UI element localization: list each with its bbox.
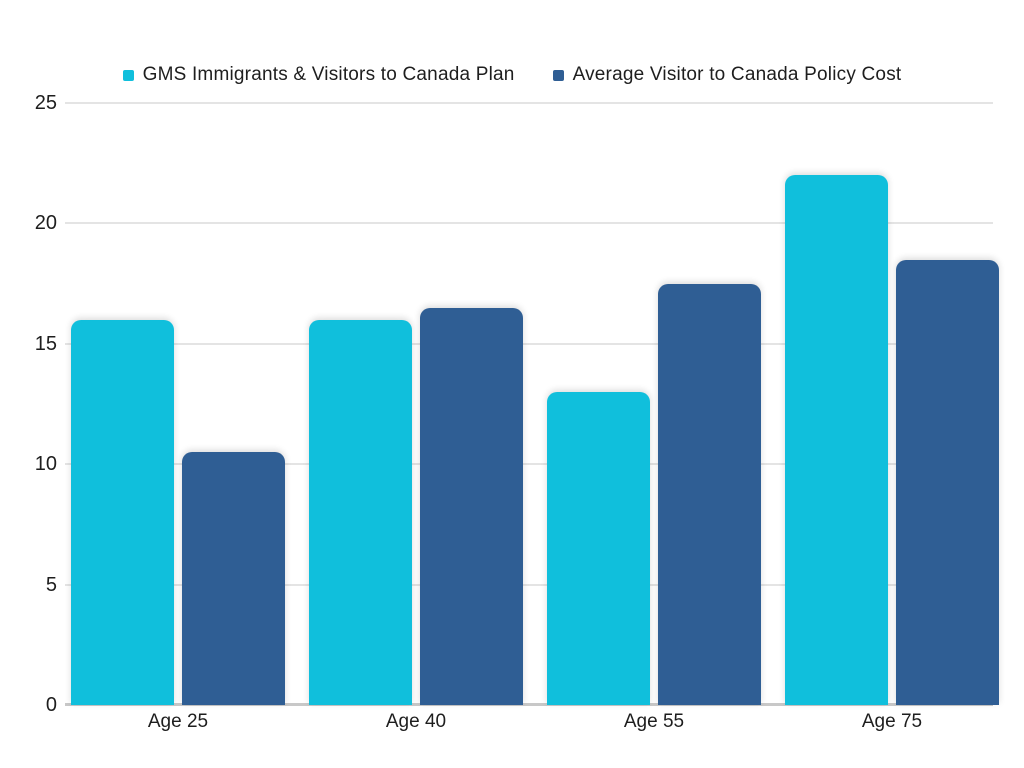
legend-item-average-policy-cost: Average Visitor to Canada Policy Cost xyxy=(552,64,902,86)
bar-series-0-age-75 xyxy=(785,175,888,705)
bar-series-1-age-25 xyxy=(182,452,285,705)
x-axis: Age 25 Age 40 Age 55 Age 75 xyxy=(65,711,993,737)
y-tick-label-25: 25 xyxy=(34,92,57,114)
plot-area xyxy=(65,102,999,706)
gridline-y-5 xyxy=(65,583,993,586)
x-tick-label-age-75: Age 75 xyxy=(861,711,923,732)
bar-series-1-age-75 xyxy=(896,260,999,705)
legend-swatch-gms-plan xyxy=(122,69,134,81)
legend-item-gms-plan: GMS Immigrants & Visitors to Canada Plan xyxy=(122,64,515,86)
bar-series-0-age-40 xyxy=(309,320,412,705)
y-tick-label-20: 20 xyxy=(34,212,57,235)
chart-legend: GMS Immigrants & Visitors to Canada Plan… xyxy=(0,62,1024,88)
bar-series-0-age-55 xyxy=(547,392,650,705)
gridline-y-15 xyxy=(65,342,993,345)
y-tick-label-0: 0 xyxy=(45,694,57,716)
legend-label-average-policy-cost: Average Visitor to Canada Policy Cost xyxy=(572,64,902,85)
gridline-y-10 xyxy=(65,463,993,466)
x-tick-label-age-40: Age 40 xyxy=(385,711,447,732)
legend-label-gms-plan: GMS Immigrants & Visitors to Canada Plan xyxy=(142,64,515,85)
y-tick-label-5: 5 xyxy=(45,573,57,596)
gridline-y-20 xyxy=(65,222,993,225)
y-tick-label-15: 15 xyxy=(34,332,57,355)
bar-series-0-age-25 xyxy=(71,320,174,705)
bar-series-1-age-40 xyxy=(420,308,523,705)
x-axis-baseline xyxy=(65,703,993,706)
y-tick-label-10: 10 xyxy=(34,453,57,476)
legend-swatch-average-policy-cost xyxy=(552,69,564,81)
gridline-y-25 xyxy=(65,102,993,104)
y-axis: 0 5 10 15 20 25 xyxy=(0,93,57,715)
bar-series-1-age-55 xyxy=(658,284,761,705)
x-tick-label-age-25: Age 25 xyxy=(147,711,209,732)
x-tick-label-age-55: Age 55 xyxy=(623,711,685,732)
